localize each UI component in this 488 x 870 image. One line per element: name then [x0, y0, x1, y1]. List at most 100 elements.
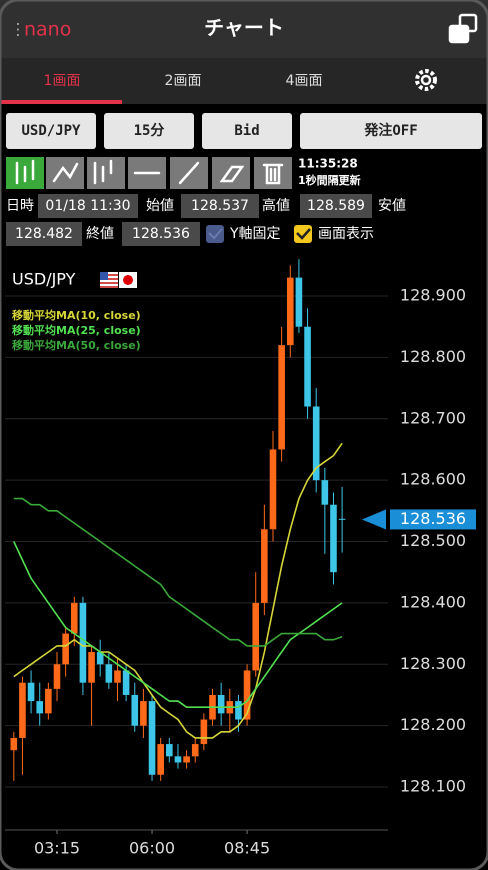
- current-price-arrow: [362, 509, 386, 530]
- button-label: USD/JPY: [21, 123, 81, 139]
- info-value: 128.589: [307, 198, 365, 214]
- candle-body: [36, 701, 44, 714]
- tab[interactable]: 4画面: [286, 73, 323, 89]
- page-title: チャート: [204, 16, 284, 40]
- y-tick-label: 128.200: [400, 715, 466, 734]
- candle-body: [183, 756, 190, 763]
- toolbar: [6, 157, 292, 189]
- legend-entry: 移動平均MA(50, close): [12, 338, 141, 352]
- candle-body: [330, 504, 337, 573]
- candle-body: [217, 694, 225, 714]
- order-button[interactable]: [300, 113, 482, 149]
- info-box: [6, 222, 82, 246]
- candle-body: [304, 326, 311, 407]
- check: [296, 228, 311, 240]
- x-tick-label: 08:45: [224, 839, 270, 858]
- candle-body: [105, 664, 113, 683]
- info-label: 高値: [262, 197, 290, 214]
- chart-title: USD/JPY: [12, 270, 76, 289]
- tab[interactable]: 2画面: [165, 73, 202, 89]
- ma-line: [13, 497, 343, 647]
- candle-body: [235, 701, 242, 720]
- candle-body: [70, 602, 78, 634]
- bid-button[interactable]: [202, 113, 292, 149]
- info-value: 01/18 11:30: [45, 198, 130, 214]
- info-label: 安値: [378, 198, 406, 214]
- candle-body: [114, 670, 121, 683]
- y-tick-label: 128.600: [400, 470, 466, 489]
- info-value: 128.537: [191, 198, 249, 214]
- info-box: [122, 222, 200, 246]
- y-tick-label: 128.700: [400, 408, 466, 427]
- candle-body: [140, 701, 147, 726]
- settings-icon[interactable]: [415, 69, 437, 91]
- y-tick-label: 128.800: [400, 347, 466, 366]
- show-checkbox[interactable]: [294, 225, 312, 243]
- icon: [52, 162, 79, 183]
- icon: [219, 165, 245, 183]
- legend-entry: 移動平均MA(10, close): [12, 308, 141, 322]
- candle-body: [96, 652, 104, 665]
- candle-body: [62, 633, 69, 665]
- y-tick-label: 128.400: [400, 592, 466, 611]
- icon: [178, 161, 200, 185]
- line-tool[interactable]: [46, 157, 84, 189]
- candle-body: [252, 602, 260, 671]
- update-interval: 1秒間隔更新: [298, 173, 361, 187]
- candle-body: [321, 480, 329, 505]
- flags: [100, 272, 137, 288]
- indicator-tool[interactable]: [87, 157, 125, 189]
- candle-body: [53, 664, 61, 689]
- tab-underline: [0, 100, 122, 104]
- candle-body: [122, 670, 130, 695]
- candle-body: [131, 694, 139, 726]
- tab[interactable]: 1画面: [44, 73, 81, 89]
- y-tick-label: 128.900: [400, 286, 466, 305]
- header: [0, 0, 488, 58]
- candle-body: [157, 744, 164, 775]
- candle-body: [19, 682, 26, 738]
- candle-body: [286, 277, 294, 346]
- button-label: Bid: [234, 123, 259, 139]
- symbol-button[interactable]: [6, 113, 96, 149]
- menu-dots[interactable]: ⋮: [10, 20, 26, 39]
- candle-body: [243, 670, 251, 720]
- button-label: 発注OFF: [363, 122, 417, 139]
- info-box: [181, 194, 259, 218]
- candle-body: [27, 682, 35, 702]
- y-tick-label: 128.500: [400, 531, 466, 550]
- candle-body: [174, 756, 182, 763]
- button-label: 15分: [134, 123, 165, 139]
- candle-body: [312, 406, 320, 481]
- info-box: [300, 194, 372, 218]
- tab-bar: [0, 58, 488, 104]
- candle-body: [191, 744, 199, 757]
- info-box: [38, 194, 138, 218]
- checkbox-label: 画面表示: [318, 226, 374, 242]
- eraser-tool[interactable]: [212, 157, 250, 189]
- x-tick-label: 06:00: [129, 839, 175, 858]
- candle-body: [269, 449, 277, 530]
- clock: 11:35:28: [298, 157, 358, 171]
- candle-body: [200, 719, 208, 745]
- info-label: 始値: [146, 198, 174, 214]
- ma-line: [13, 541, 343, 708]
- candle-body: [166, 744, 173, 757]
- candle-body: [148, 701, 156, 775]
- candle-body: [295, 277, 303, 327]
- legend-entry: 移動平均MA(25, close): [12, 323, 141, 337]
- y-tick-label: 128.100: [400, 777, 466, 796]
- candle-body: [10, 737, 18, 751]
- candle-body: [278, 345, 285, 450]
- layout-icon[interactable]: [448, 13, 478, 44]
- current-price-box: [390, 509, 476, 530]
- candle-body: [261, 529, 268, 603]
- check: [208, 228, 223, 240]
- period-button[interactable]: [104, 113, 194, 149]
- checkbox-label: Y軸固定: [229, 226, 281, 242]
- yfix-checkbox[interactable]: [206, 225, 224, 243]
- info-value: 128.536: [132, 226, 190, 242]
- info-label: 終値: [86, 226, 114, 242]
- info-value: 128.482: [15, 226, 73, 242]
